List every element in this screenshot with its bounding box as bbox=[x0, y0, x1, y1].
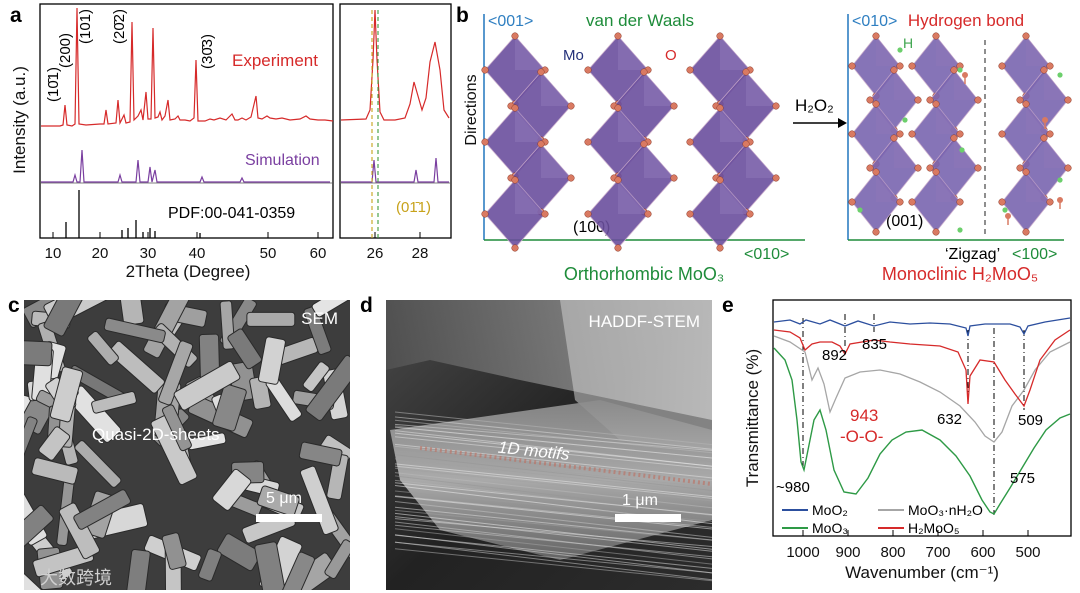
a-tick-20: 20 bbox=[92, 245, 109, 262]
inset-experiment-curve bbox=[340, 9, 450, 121]
b-h-label: H bbox=[903, 35, 913, 51]
legend-moo2: MoO₂ bbox=[812, 502, 848, 518]
d-scale-label: 1 μm bbox=[622, 492, 658, 509]
e-tick-1000: 1000 bbox=[786, 544, 819, 561]
b-directions: Directions bbox=[463, 74, 480, 145]
peak-label-200: (200) bbox=[57, 33, 74, 68]
e-label-892: 892 bbox=[822, 347, 847, 364]
spectrum-moo3 bbox=[773, 347, 1071, 515]
e-tick-600: 600 bbox=[970, 544, 995, 561]
panel-c: c SEM Quasi-2D-sheets 5 μm bbox=[8, 294, 350, 590]
b-axis-100: <100> bbox=[1012, 246, 1057, 263]
panel-b-label: b bbox=[456, 4, 469, 27]
pdf-reference-sticks bbox=[65, 190, 201, 238]
legend-moo3-nh2o: MoO₃·nH₂O bbox=[908, 502, 983, 518]
a-ylabel: Intensity (a.u.) bbox=[10, 66, 29, 174]
a-tick-28: 28 bbox=[412, 245, 429, 262]
b-right-title: Monoclinic H₂MoO₅ bbox=[882, 264, 1038, 284]
panel-e: e 1000 900 800 700 600 500 Wavenumber (c… bbox=[722, 294, 1072, 582]
e-label-943: 943 bbox=[850, 406, 878, 425]
e-tick-500: 500 bbox=[1015, 544, 1040, 561]
e-ylabel: Transmittance (%) bbox=[743, 349, 762, 487]
e-tick-700: 700 bbox=[925, 544, 950, 561]
stem-bundles bbox=[386, 300, 712, 582]
d-stem-tag: HADDF-STEM bbox=[589, 312, 700, 331]
b-reagent-h2o2: H₂O₂ bbox=[795, 96, 834, 115]
b-hbond: Hydrogen bond bbox=[908, 11, 1024, 30]
b-vdw: van der Waals bbox=[586, 11, 694, 30]
b-arrow-head bbox=[838, 118, 847, 128]
h2moo5-octahedra bbox=[848, 32, 1072, 236]
c-scale-bar bbox=[256, 514, 322, 522]
peak-label-101: (101) bbox=[77, 9, 94, 44]
legend-moo3: MoO₃ bbox=[812, 520, 848, 536]
inset-label-011bar: (01̄1) bbox=[396, 199, 431, 216]
panel-d-label: d bbox=[360, 294, 373, 317]
sem-sheets bbox=[24, 300, 350, 590]
legend-h2moo5: H₂MoO₅ bbox=[908, 520, 960, 536]
panel-a: a 10 20 30 40 50 60 26 28 2Theta (Degree… bbox=[10, 3, 452, 281]
c-scale-label: 5 μm bbox=[266, 490, 302, 507]
panel-a-label: a bbox=[10, 4, 22, 27]
e-label-575: 575 bbox=[1010, 470, 1035, 487]
b-zigzag: ‘Zigzag’ bbox=[945, 246, 1000, 263]
peak-label-303bar: (30̄3) bbox=[199, 34, 216, 69]
pdf-label: PDF:00-041-0359 bbox=[168, 205, 295, 222]
c-caption: Quasi-2D-sheets bbox=[92, 425, 220, 444]
b-plane-001: (001) bbox=[886, 213, 923, 230]
spectrum-moo2 bbox=[773, 317, 1071, 337]
panel-b: b <001> Directions <010> van der Waals M… bbox=[456, 4, 1072, 284]
peak-label-101bar: (10̄1) bbox=[45, 67, 62, 102]
panel-d: d HADDF- bbox=[360, 294, 712, 590]
experiment-label: Experiment bbox=[232, 51, 318, 70]
panel-a-inset-frame bbox=[339, 3, 452, 239]
panel-a-x-ticks bbox=[52, 232, 421, 238]
e-label-509: 509 bbox=[1018, 412, 1043, 429]
b-left-title: Orthorhombic MoO₃ bbox=[564, 264, 724, 284]
e-label-835: 835 bbox=[862, 336, 887, 353]
b-axis-010-bottom: <010> bbox=[744, 246, 789, 263]
a-tick-60: 60 bbox=[310, 245, 327, 262]
experiment-curve bbox=[41, 7, 334, 127]
e-frame bbox=[772, 299, 1072, 537]
e-label-980: ~980 bbox=[776, 479, 810, 496]
panel-c-label: c bbox=[8, 294, 20, 317]
simulation-curve bbox=[41, 149, 330, 183]
a-tick-30: 30 bbox=[140, 245, 157, 262]
a-tick-10: 10 bbox=[45, 245, 62, 262]
moo3-octahedra bbox=[481, 32, 780, 252]
peak-label-202bar: (20̄2) bbox=[111, 9, 128, 44]
e-xlabel: Wavenumber (cm⁻¹) bbox=[845, 563, 999, 582]
spectrum-h2moo5 bbox=[773, 329, 1071, 408]
e-tick-900: 900 bbox=[835, 544, 860, 561]
b-o-label: O bbox=[665, 47, 677, 64]
spectrum-moo3-nh2o bbox=[773, 335, 1071, 443]
b-axis-001: <001> bbox=[488, 13, 533, 30]
watermark: 大数跨境 bbox=[40, 568, 112, 588]
d-scale-bar bbox=[615, 514, 681, 522]
b-mo-label: Mo bbox=[563, 47, 584, 64]
b-axis-010-top: <010> bbox=[852, 13, 897, 30]
e-legend: MoO₂ MoO₃·nH₂O MoO₃ H₂MoO₅ bbox=[782, 502, 983, 536]
e-tick-800: 800 bbox=[880, 544, 905, 561]
e-x-ticks bbox=[802, 530, 1029, 536]
e-label-632: 632 bbox=[937, 411, 962, 428]
a-xlabel: 2Theta (Degree) bbox=[126, 262, 251, 281]
a-tick-26: 26 bbox=[367, 245, 384, 262]
a-tick-50: 50 bbox=[260, 245, 277, 262]
panel-e-label: e bbox=[722, 294, 734, 317]
simulation-label: Simulation bbox=[245, 152, 320, 169]
inset-simulation-curve bbox=[341, 157, 449, 183]
e-reference-lines bbox=[802, 314, 1025, 515]
a-tick-40: 40 bbox=[189, 245, 206, 262]
c-sem-tag: SEM bbox=[301, 309, 338, 328]
e-label-oo: -O-O- bbox=[840, 427, 883, 446]
